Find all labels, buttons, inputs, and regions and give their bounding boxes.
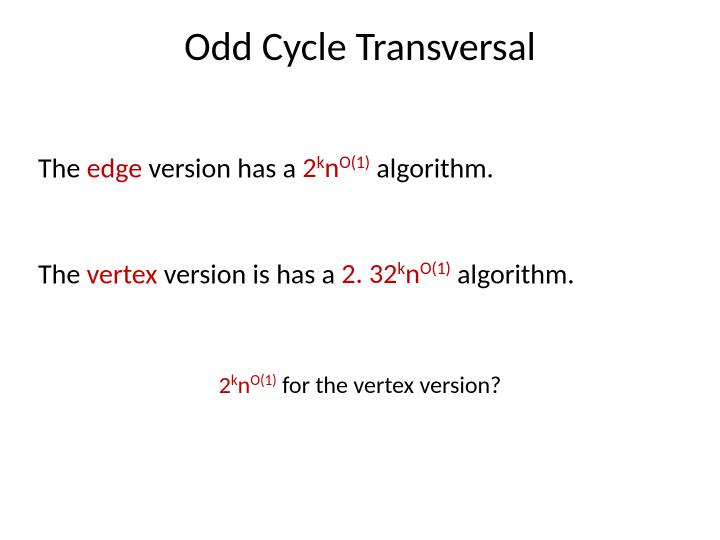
text-fragment: The	[38, 256, 87, 291]
expr-sup-o1: O(1)	[250, 371, 276, 389]
text-fragment: version has a	[142, 150, 302, 185]
text-fragment: for the vertex version?	[277, 371, 502, 400]
text-fragment: algorithm.	[451, 256, 575, 291]
expr-base: 2	[219, 371, 231, 400]
expr-n: n	[238, 371, 251, 400]
complexity-expression: 2knO(1)	[219, 371, 277, 400]
emphasis-vertex: vertex	[87, 256, 158, 291]
expr-sup-k: k	[397, 257, 405, 279]
expr-sup-k: k	[231, 371, 238, 389]
expr-n: n	[405, 256, 420, 291]
text-fragment: version is has a	[157, 256, 341, 291]
expr-sup-o1: O(1)	[339, 151, 370, 173]
slide: Odd Cycle Transversal The edge version h…	[0, 0, 720, 540]
vertex-version-statement: The vertex version is has a 2. 32knO(1) …	[38, 256, 682, 291]
text-fragment: The	[38, 150, 87, 185]
complexity-expression: 2knO(1)	[302, 150, 370, 185]
slide-title: Odd Cycle Transversal	[0, 22, 720, 71]
expr-sup-o1: O(1)	[420, 257, 451, 279]
expr-n: n	[325, 150, 340, 185]
expr-sup-k: k	[317, 151, 325, 173]
complexity-expression: 2. 32knO(1)	[341, 256, 450, 291]
expr-base: 2	[302, 150, 316, 185]
open-question: 2knO(1) for the vertex version?	[0, 370, 720, 400]
expr-base: 2. 32	[341, 256, 397, 291]
text-fragment: algorithm.	[370, 150, 494, 185]
edge-version-statement: The edge version has a 2knO(1) algorithm…	[38, 150, 682, 185]
emphasis-edge: edge	[87, 150, 143, 185]
